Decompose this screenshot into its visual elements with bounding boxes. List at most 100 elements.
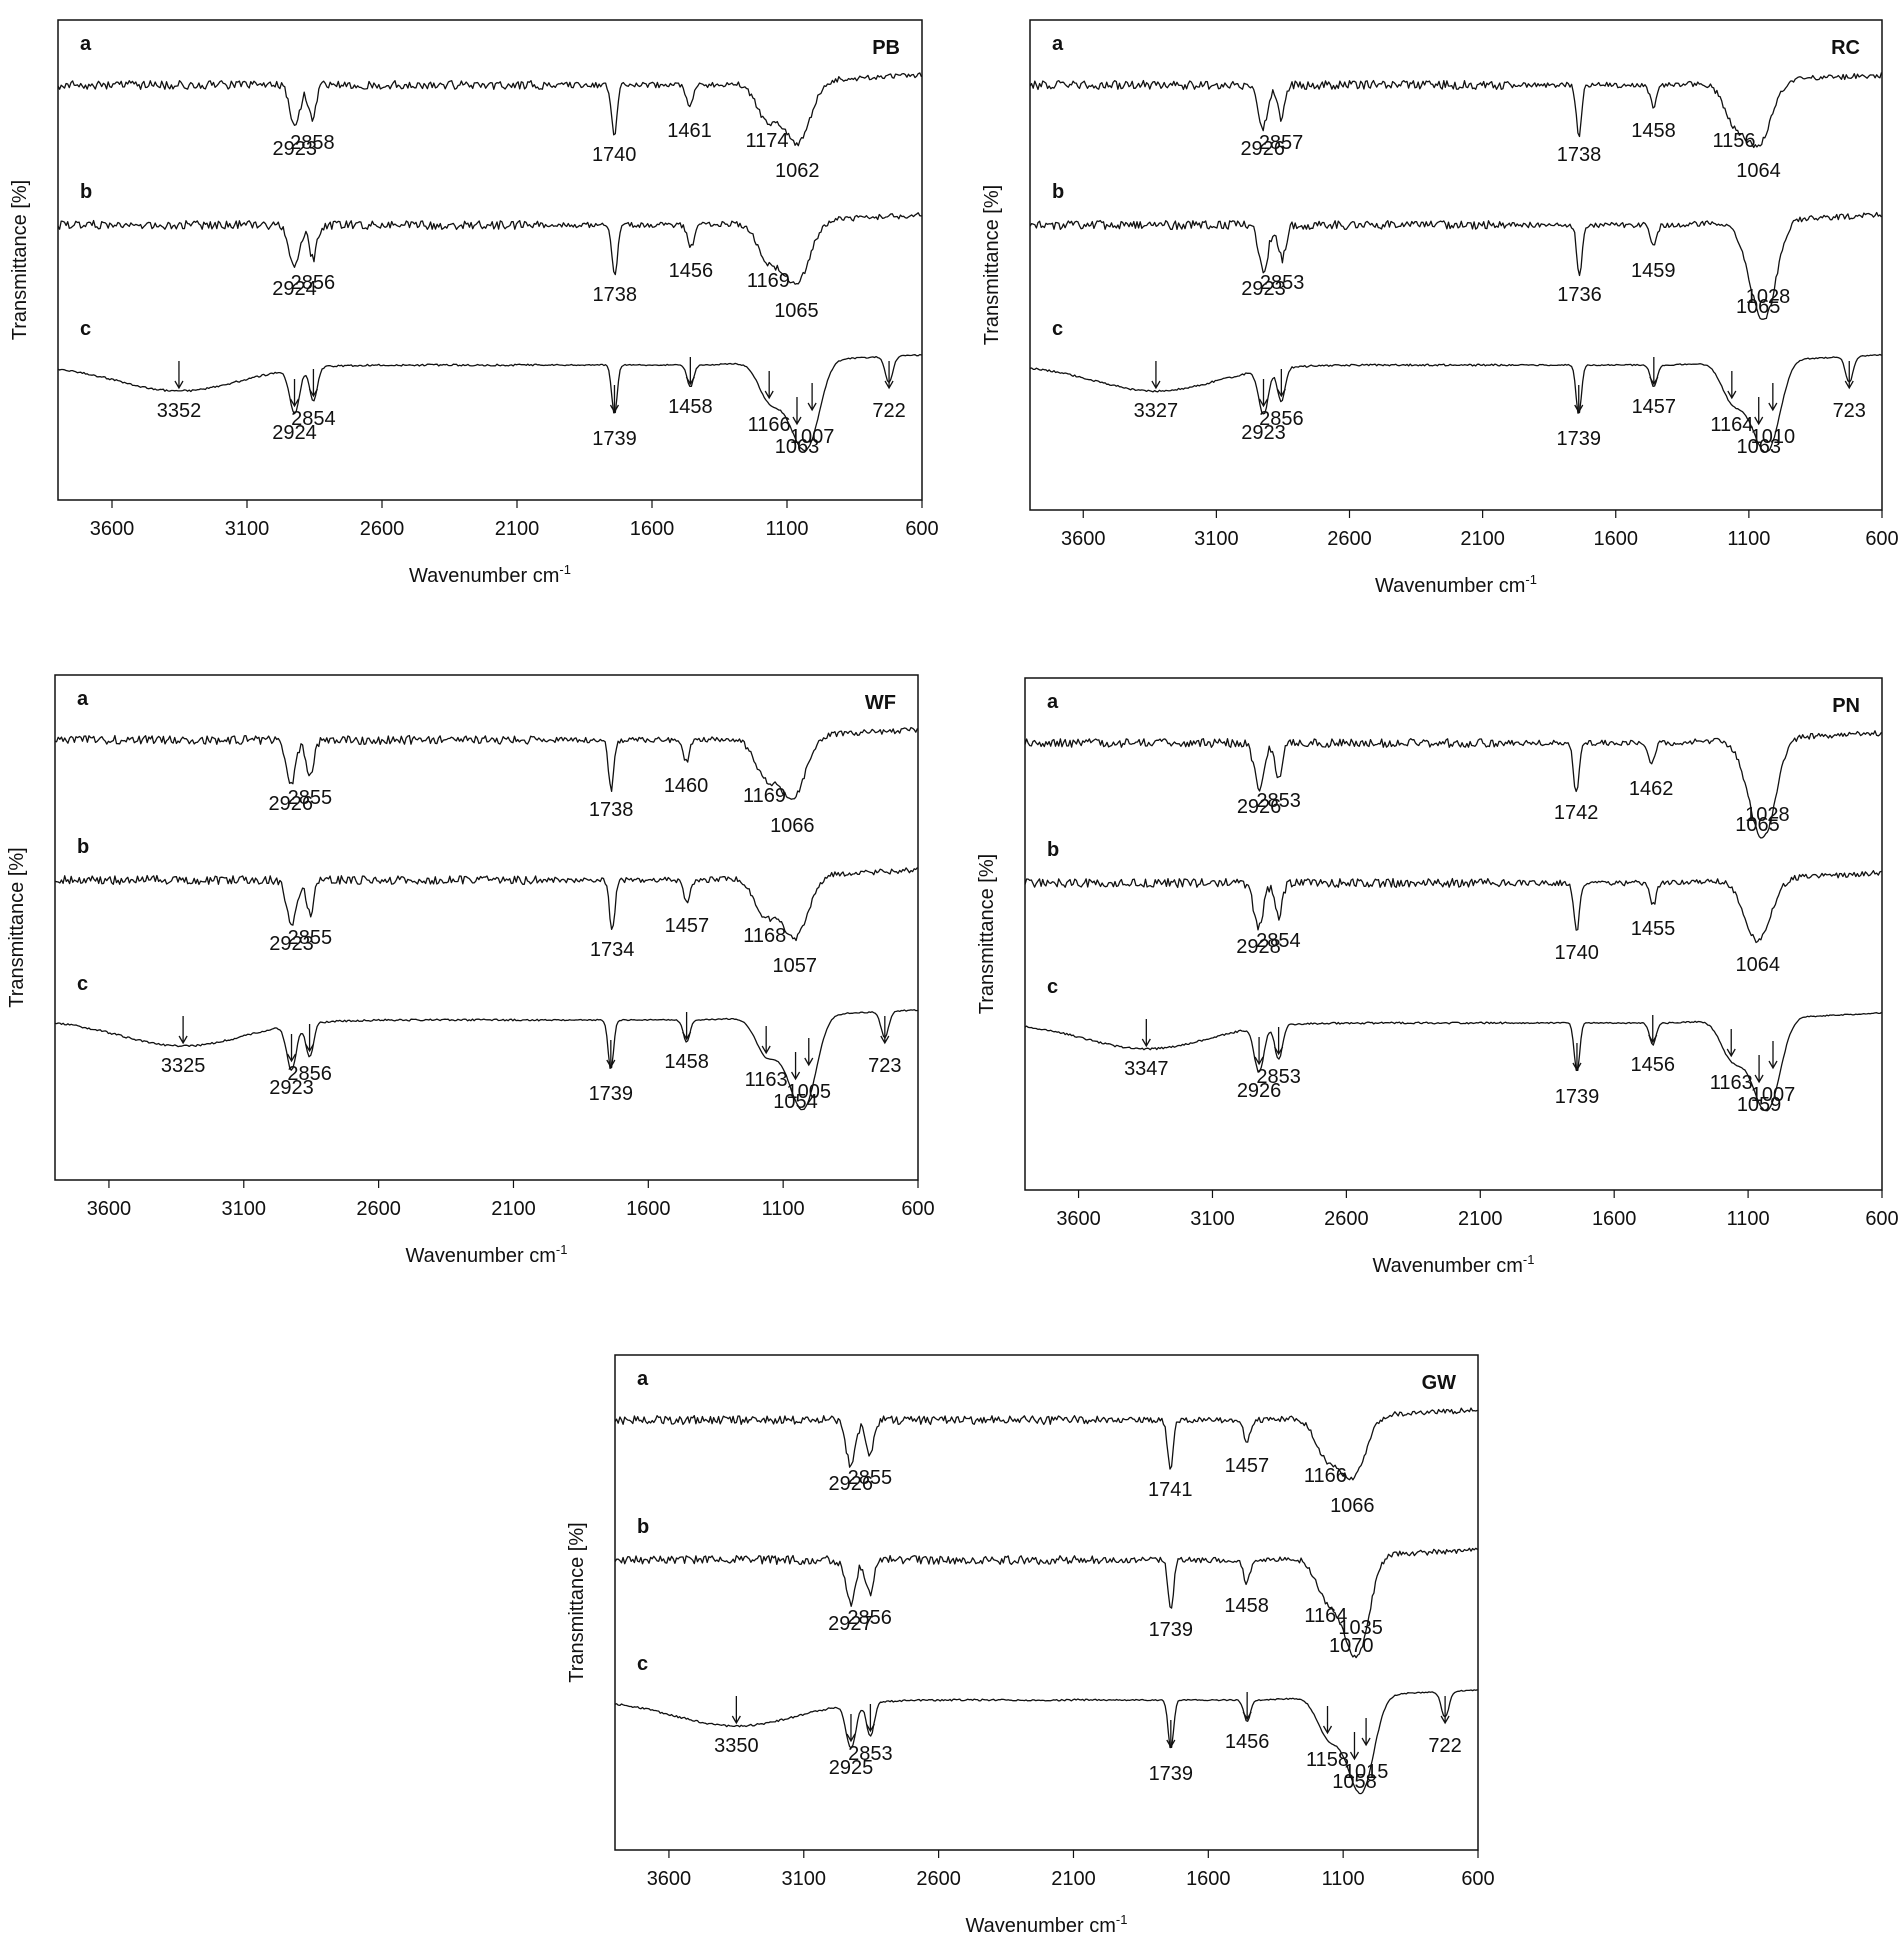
peak-label: 1462: [1629, 778, 1674, 800]
x-tick-label: 1600: [630, 518, 675, 540]
peak-label: 1065: [1736, 296, 1781, 318]
peak-label: 1028: [1745, 804, 1790, 826]
peak-label: 723: [1833, 400, 1866, 422]
peak-label: 1070: [1329, 1635, 1374, 1657]
panel-pn: PN 3600 3100 2600 2100 1600 1100 600 Wavenumber …: [976, 677, 1899, 1277]
peak-label: 3325: [161, 1055, 206, 1077]
y-axis-label: Transmittance [%]: [976, 854, 998, 1014]
x-tick-label: 2100: [491, 1198, 536, 1220]
x-tick-label: 3100: [225, 518, 270, 540]
series-label: a: [77, 688, 89, 710]
peak-label: 1739: [589, 1083, 634, 1105]
series-label: b: [1047, 839, 1059, 861]
spectrum-b: [54, 867, 918, 942]
peak-label: 2927: [828, 1613, 873, 1635]
peak-label: 2926: [1240, 138, 1285, 160]
peak-label: 1065: [774, 300, 819, 322]
peak-label: 2923: [1241, 278, 1286, 300]
panel-pb: PB 3600 3100 2600 2100 1600 1100 600 Wavenumber …: [9, 19, 939, 587]
y-axis-label: Transmittance [%]: [6, 847, 28, 1007]
peak-label: 2856: [847, 1607, 892, 1629]
x-axis-label: Wavenumber cm-1: [1375, 572, 1537, 597]
peak-label: 723: [868, 1055, 901, 1077]
peak-label: 1169: [747, 270, 790, 292]
peak-arrowhead: [1242, 1711, 1252, 1721]
peak-label: 2926: [268, 793, 313, 815]
peak-arrowhead: [1754, 1074, 1764, 1084]
panel-title: PN: [1832, 695, 1860, 717]
x-tick-label: 2600: [360, 518, 405, 540]
peak-label: 1457: [1632, 396, 1677, 418]
peak-label: 1459: [1631, 260, 1676, 282]
peak-label: 1458: [1631, 120, 1676, 142]
spectrum-a: [54, 726, 919, 800]
peak-label: 2923: [269, 1077, 314, 1099]
x-tick-label: 600: [1461, 1868, 1494, 1890]
peak-label: 2925: [829, 1757, 874, 1779]
peak-label: 3347: [1124, 1058, 1169, 1080]
panel-title: PB: [872, 37, 900, 59]
peak-label: 1164: [1710, 414, 1753, 436]
peak-label: 2855: [288, 787, 333, 809]
series-label: b: [637, 1516, 649, 1538]
peak-arrowhead: [846, 1733, 856, 1743]
x-axis-label: Wavenumber cm-1: [406, 1242, 568, 1267]
peak-label: 1166: [748, 414, 791, 436]
peak-label: 1163: [745, 1069, 788, 1091]
peak-arrowhead: [1349, 1751, 1360, 1761]
spectrum-a: [1029, 72, 1883, 149]
peak-arrowhead: [174, 380, 184, 390]
peak-arrowhead: [1322, 1725, 1333, 1735]
peak-label: 2924: [272, 422, 317, 444]
x-tick-label: 1100: [1322, 1868, 1365, 1890]
peak-arrowhead: [1649, 376, 1659, 386]
x-tick-label: 1600: [1594, 528, 1639, 550]
x-tick-label: 1100: [762, 1198, 805, 1220]
spectrum-a: [614, 1407, 1478, 1481]
peak-label: 2926: [828, 1473, 873, 1495]
peak-label: 1059: [1737, 1094, 1782, 1116]
x-tick-label: 1100: [1727, 528, 1770, 550]
peak-label: 1064: [1735, 954, 1780, 976]
peak-label: 1054: [773, 1091, 818, 1113]
peak-label: 2923: [269, 933, 314, 955]
series-label: c: [80, 318, 91, 340]
x-tick-label: 1600: [1592, 1208, 1637, 1230]
series-label: a: [1052, 33, 1064, 55]
peak-label: 1164: [1304, 1605, 1347, 1627]
peak-label: 2858: [290, 132, 335, 154]
x-axis-label: Wavenumber cm-1: [966, 1912, 1128, 1937]
peak-arrowhead: [1151, 380, 1161, 390]
peak-label: 1028: [1746, 286, 1791, 308]
peak-label: 1007: [1751, 1084, 1796, 1106]
peak-arrowhead: [1768, 402, 1778, 412]
peak-label: 2856: [291, 272, 336, 294]
series-label: c: [637, 1653, 648, 1675]
x-tick-label: 3100: [1194, 528, 1239, 550]
peak-label: 1457: [665, 915, 710, 937]
peak-label: 1740: [592, 144, 637, 166]
x-tick-label: 3100: [1190, 1208, 1235, 1230]
y-axis-label: Transmittance [%]: [9, 180, 31, 340]
peak-label: 2926: [1237, 1080, 1282, 1102]
peak-label: 1734: [590, 939, 635, 961]
peak-label: 1461: [667, 120, 712, 142]
peak-label: 2853: [1260, 272, 1305, 294]
peak-label: 1456: [1631, 1054, 1676, 1076]
peak-label: 722: [872, 400, 905, 422]
peak-label: 1168: [743, 925, 786, 947]
x-tick-label: 1600: [626, 1198, 671, 1220]
x-tick-label: 2100: [1460, 528, 1505, 550]
peak-arrowhead: [1254, 1056, 1264, 1066]
peak-arrowhead: [1274, 1046, 1284, 1056]
x-axis-label: Wavenumber cm-1: [1373, 1252, 1535, 1277]
peak-label: 1064: [1736, 160, 1781, 182]
panel-gw: GW 3600 3100 2600 2100 1600 1100 600 Wavenumber …: [566, 1354, 1495, 1937]
peak-arrowhead: [804, 1057, 814, 1067]
peak-arrowhead: [286, 1053, 297, 1063]
peak-arrowhead: [1727, 390, 1737, 400]
peak-arrowhead: [880, 1035, 890, 1045]
peak-label: 1458: [664, 1051, 709, 1073]
peak-arrowhead: [685, 376, 695, 386]
x-tick-label: 3100: [222, 1198, 267, 1220]
